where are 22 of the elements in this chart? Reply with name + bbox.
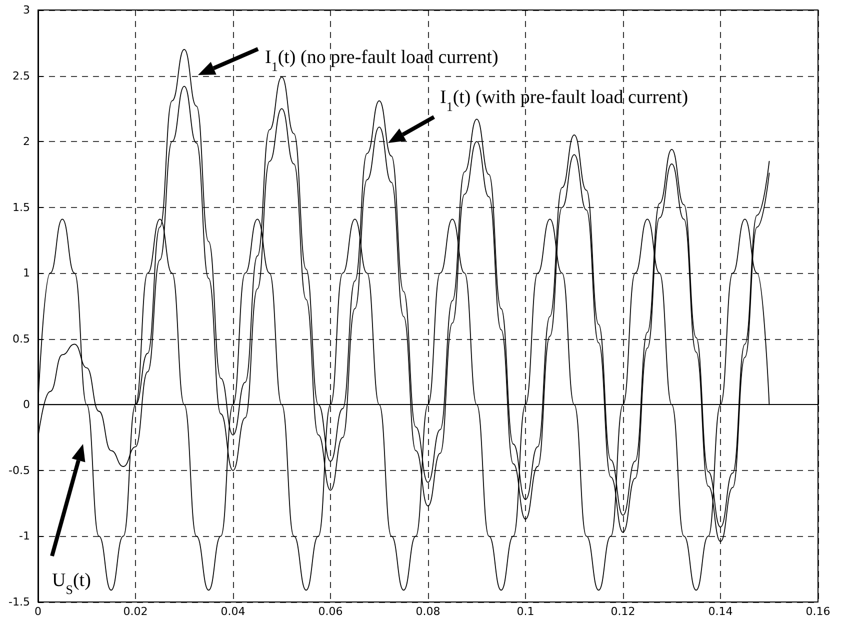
x-tick-label: 0.06: [318, 605, 343, 618]
y-tick-label: 0: [23, 398, 30, 412]
annotation: U$_{S}$(t): [52, 570, 91, 596]
annotation: I$_{1}$(t) (no pre-fault load current): [265, 47, 498, 74]
y-tick-label: 1: [23, 266, 30, 280]
x-tick-label: 0.14: [708, 605, 733, 618]
x-tick-label: 0.12: [610, 605, 636, 618]
annotation: I$_{1}$(t) (with pre-fault load current): [440, 87, 688, 114]
x-tick-label: 0: [34, 605, 42, 618]
y-tick-label: 2: [23, 135, 30, 148]
y-tick-label: -1.5: [8, 596, 30, 608]
x-tick-label: 0.02: [123, 605, 148, 618]
x-tick-label: 0.16: [806, 605, 830, 618]
y-tick-label: -1: [19, 530, 30, 543]
x-tick-label: 0.08: [416, 605, 440, 618]
y-tick-label: 1.5: [12, 200, 30, 214]
y-tick-label: -0.5: [8, 464, 30, 477]
y-tick-label: 2.5: [12, 69, 30, 82]
x-tick-label: 0.1: [516, 605, 534, 618]
y-tick-label: 0.5: [12, 332, 30, 346]
y-tick-label: 3: [23, 4, 30, 16]
x-tick-label: 0.04: [220, 605, 246, 618]
